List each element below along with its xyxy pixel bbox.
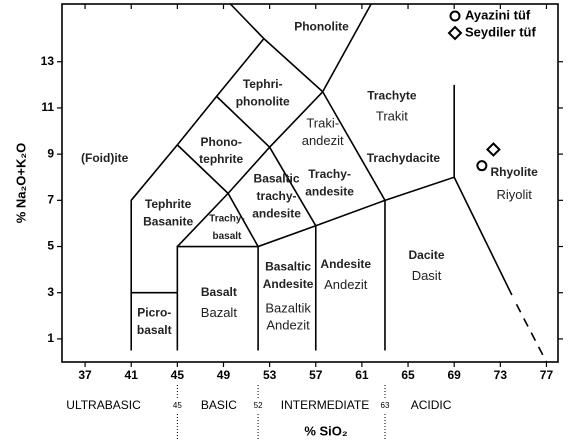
x-tick-label: 41 xyxy=(125,368,139,382)
field-label: phonolite xyxy=(236,94,290,108)
field-label: Dasit xyxy=(412,268,442,283)
field-label: Traki- xyxy=(306,116,339,131)
field-label: basalt xyxy=(137,323,172,337)
field-label: Andezit xyxy=(324,277,368,292)
field-label: Bazaltik xyxy=(265,300,311,315)
legend-label: Ayazini tüf xyxy=(465,7,531,22)
field-label: andezit xyxy=(302,133,344,148)
field-label: tephrite xyxy=(199,152,243,166)
field-label: (Foid)ite xyxy=(81,151,129,165)
class-label: ULTRABASIC xyxy=(66,398,141,412)
class-bound-label: 52 xyxy=(254,401,263,410)
y-tick-label: 13 xyxy=(41,54,55,68)
field-boundary xyxy=(176,90,386,351)
field-label: Trachydacite xyxy=(367,151,441,165)
x-tick-label: 45 xyxy=(171,368,185,382)
field-label: Tephrite xyxy=(145,197,192,211)
y-tick-label: 11 xyxy=(41,100,54,114)
field-label: Trachy- xyxy=(209,213,245,224)
x-tick-label: 73 xyxy=(494,368,508,382)
field-label: Picro- xyxy=(137,306,171,320)
field-label: Basalt xyxy=(201,285,237,299)
field-label: Trachyte xyxy=(367,89,417,103)
x-tick-label: 61 xyxy=(355,368,369,382)
field-label: Andezit xyxy=(266,318,310,333)
y-tick-label: 9 xyxy=(47,146,54,160)
field-label: Phono- xyxy=(201,135,242,149)
x-tick-label: 77 xyxy=(540,368,554,382)
legend-label: Seydiler tüf xyxy=(465,24,536,39)
field-label: Basaltic xyxy=(265,259,311,273)
x-tick-label: 65 xyxy=(401,368,415,382)
x-axis-label: % SiO₂ xyxy=(304,423,348,438)
x-tick-label: 49 xyxy=(217,368,231,382)
class-bound-label: 63 xyxy=(381,401,390,410)
field-label: trachy- xyxy=(257,189,297,203)
y-tick-label: 3 xyxy=(47,285,54,299)
legend-marker xyxy=(447,25,463,41)
data-point xyxy=(485,142,501,157)
field-label: Tephri- xyxy=(243,77,283,91)
class-label: INTERMEDIATE xyxy=(281,398,369,412)
field-label: Riyolit xyxy=(496,187,532,202)
field-label: Rhyolite xyxy=(490,165,538,179)
field-boundary xyxy=(176,144,259,351)
field-label: Andesite xyxy=(320,257,371,271)
field-boundary xyxy=(216,95,271,148)
field-boundary xyxy=(130,3,265,351)
legend-marker xyxy=(449,10,461,22)
field-label: Trachy- xyxy=(308,167,351,181)
field-label: Basaltic xyxy=(254,172,300,186)
class-bound-label: 45 xyxy=(173,401,182,410)
y-tick-label: 1 xyxy=(47,331,54,345)
field-label: Basanite xyxy=(143,214,193,228)
field-label: Dacite xyxy=(408,248,444,262)
field-label: andesite xyxy=(305,184,354,198)
class-label: ACIDIC xyxy=(411,398,452,412)
plot-frame xyxy=(61,3,559,363)
y-tick-label: 5 xyxy=(47,239,54,253)
data-point xyxy=(476,160,488,172)
field-label: Bazalt xyxy=(201,305,238,320)
x-tick-label: 57 xyxy=(309,368,323,382)
y-tick-label: 7 xyxy=(47,192,54,206)
field-boundary xyxy=(268,146,317,351)
field-boundary xyxy=(453,176,513,296)
x-tick-label: 53 xyxy=(263,368,277,382)
x-tick-label: 37 xyxy=(78,368,92,382)
class-label: BASIC xyxy=(201,398,237,412)
field-label: Trakit xyxy=(376,109,408,124)
field-boundary-dashed xyxy=(515,303,548,363)
y-axis-label: % Na₂O+K₂O xyxy=(13,143,28,224)
field-label: andesite xyxy=(252,206,301,220)
field-label: Andesite xyxy=(263,277,314,291)
field-label: Phonolite xyxy=(294,19,349,33)
x-tick-label: 69 xyxy=(448,368,462,382)
field-label: basalt xyxy=(212,231,242,242)
